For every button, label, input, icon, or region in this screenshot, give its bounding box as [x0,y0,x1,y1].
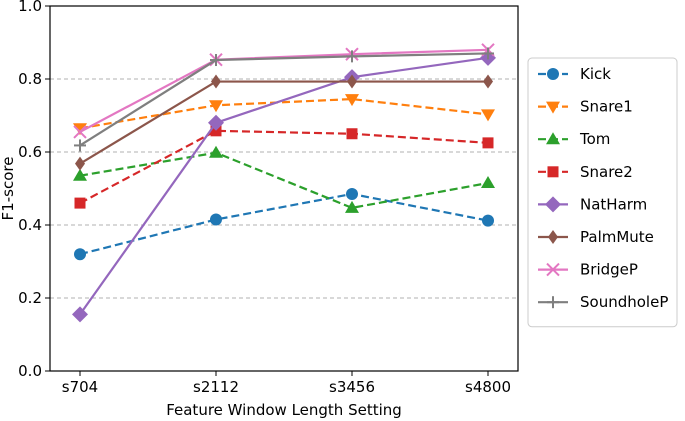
series-line-palmmute [79,80,488,165]
data-point-soundholep [346,50,358,63]
x-tick-label: s2112 [193,378,239,396]
data-point-tom [481,176,495,189]
legend-marker [547,296,559,309]
series-kick [74,187,494,261]
data-point-natharm [208,114,224,131]
axes: 0.0 0.2 0.4 0.6 0.8 1.0 s704 s2112 s3456 s4800 [18,0,511,396]
series-line-bridgep [79,48,489,133]
legend-item-snare1: Snare1 [538,98,633,116]
series-palmmute [75,74,493,171]
data-point-soundholep [74,139,86,152]
legend-marker [548,230,558,244]
data-point-kick [482,214,494,227]
y-tick-label: 1.0 [18,0,42,15]
legend-label: Tom [579,130,610,148]
data-point-soundholep [210,54,222,67]
legend-label: Snare2 [580,163,633,181]
x-tick-label: s3456 [329,378,375,396]
legend-marker [546,101,560,114]
x-tick-label: s4800 [465,378,511,396]
data-point-snare2 [482,137,494,149]
legend-label: NatHarm [580,195,647,213]
series-line-natharm [79,56,489,316]
series-tom [73,145,495,213]
grid-lines [50,78,518,299]
legend-label: Snare1 [580,98,633,116]
legend-marker [545,196,561,213]
legend: Kick Snare1 Tom Snare2 NatHarm PalmMute Bridge… [527,57,678,328]
plot-frame [49,5,519,372]
series-snare1 [73,94,495,136]
data-point-snare1 [209,100,223,113]
data-point-snare1 [345,94,359,107]
data-point-snare1 [481,109,495,122]
series-line-snare1 [79,97,489,130]
series-snare2 [74,125,494,209]
x-tick-label: s704 [62,378,98,396]
legend-marker [546,132,560,145]
legend-marker [547,68,559,80]
data-point-kick [74,248,86,261]
series-line-soundholep [79,52,489,147]
series-natharm [72,49,496,323]
legend-item-bridgep: BridgeP [538,261,638,279]
data-point-kick [346,187,358,200]
data-point-snare2 [210,125,222,137]
legend-marker [547,166,559,178]
legend-box [527,57,678,328]
series-line-snare2 [79,129,489,205]
data-point-tom [209,145,223,158]
y-tick-label: 0.6 [18,143,42,161]
data-point-snare2 [74,197,86,209]
data-point-soundholep [482,47,494,60]
x-axis-label: Feature Window Length Setting [166,401,402,419]
series-line-tom [79,151,489,209]
y-tick-label: 0.4 [18,216,42,234]
legend-item-snare2: Snare2 [538,163,633,181]
data-point-tom [345,200,359,213]
legend-label: Kick [580,65,611,83]
series-layer [72,43,496,323]
legend-label: SoundholeP [580,293,668,311]
data-point-bridgep [73,125,87,139]
data-point-palmmute [75,156,85,171]
data-point-snare2 [346,128,358,140]
legend-item-soundholep: SoundholeP [538,293,668,311]
data-point-palmmute [347,74,357,89]
data-point-tom [73,168,87,181]
data-point-snare1 [73,123,87,136]
y-tick-label: 0.0 [18,362,42,380]
legend-label: PalmMute [580,228,654,246]
legend-item-kick: Kick [538,65,611,83]
legend-label: BridgeP [580,261,638,279]
y-tick-label: 0.8 [18,70,42,88]
data-point-kick [210,213,222,226]
data-point-palmmute [483,74,493,89]
y-axis-label: F1-score [0,157,17,221]
data-point-natharm [72,306,88,323]
legend-item-palmmute: PalmMute [538,228,654,246]
legend-marker [546,262,560,277]
legend-item-natharm: NatHarm [538,195,647,213]
y-tick-label: 0.2 [18,289,42,307]
series-soundholep [74,47,494,152]
series-line-kick [79,192,489,256]
data-point-palmmute [211,74,221,89]
legend-item-tom: Tom [538,130,610,148]
